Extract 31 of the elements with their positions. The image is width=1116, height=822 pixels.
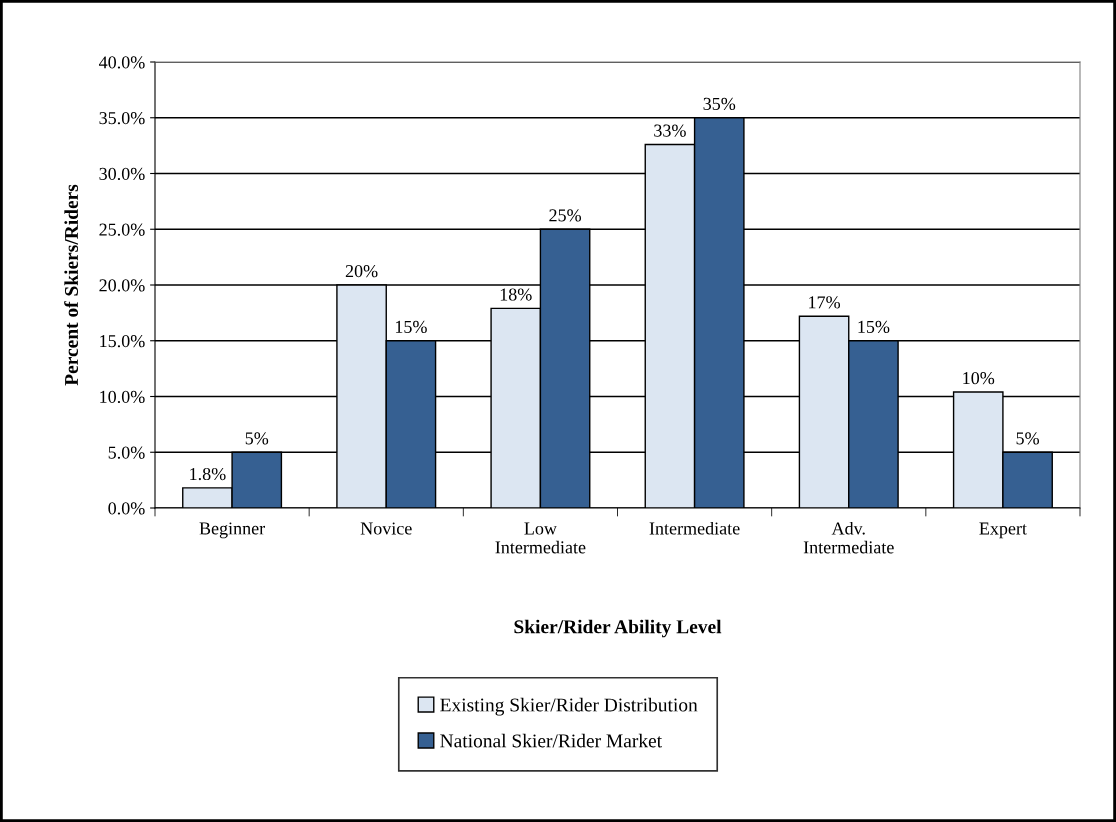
x-tick-label: Intermediate [649,521,740,535]
y-tick-label: 0.0% [108,502,145,515]
data-label: 20% [345,264,378,278]
data-label: 5% [1016,432,1039,445]
data-label: 17% [809,296,841,309]
data-label: 35% [703,97,736,110]
x-tick-label: Low Intermediate [495,522,586,554]
x-axis-title: Skier/Rider Ability Level [514,619,722,638]
data-label: 25% [549,209,582,222]
data-label: 15% [395,320,427,333]
y-axis-title: Percent of Skiers/Riders [64,184,79,386]
y-tick-label: 30.0% [99,167,145,181]
x-tick-label: Expert [979,522,1027,539]
legend-label: National Skier/Rider Market [440,733,662,748]
x-tick-label: Beginner [199,522,266,539]
y-tick-label: 35.0% [99,112,145,125]
y-tick-label: 15.0% [100,335,145,348]
y-tick-label: 25.0% [99,223,145,236]
x-tick-label: Adv. Intermediate [803,521,894,554]
data-label: 5% [245,432,269,445]
y-tick-label: 20.0% [99,279,145,292]
legend-label: Existing Skier/Rider Distribution [440,697,698,716]
y-tick-label: 5.0% [108,446,145,459]
data-label: 33% [654,124,686,137]
data-label: 10% [963,372,995,385]
y-tick-label: 10.0% [100,390,145,404]
y-tick-label: 40.0% [98,56,145,69]
data-label: 18% [500,288,532,301]
data-label: 1.8% [190,467,226,481]
data-label: 15% [858,320,890,333]
x-tick-label: Novice [360,522,412,535]
